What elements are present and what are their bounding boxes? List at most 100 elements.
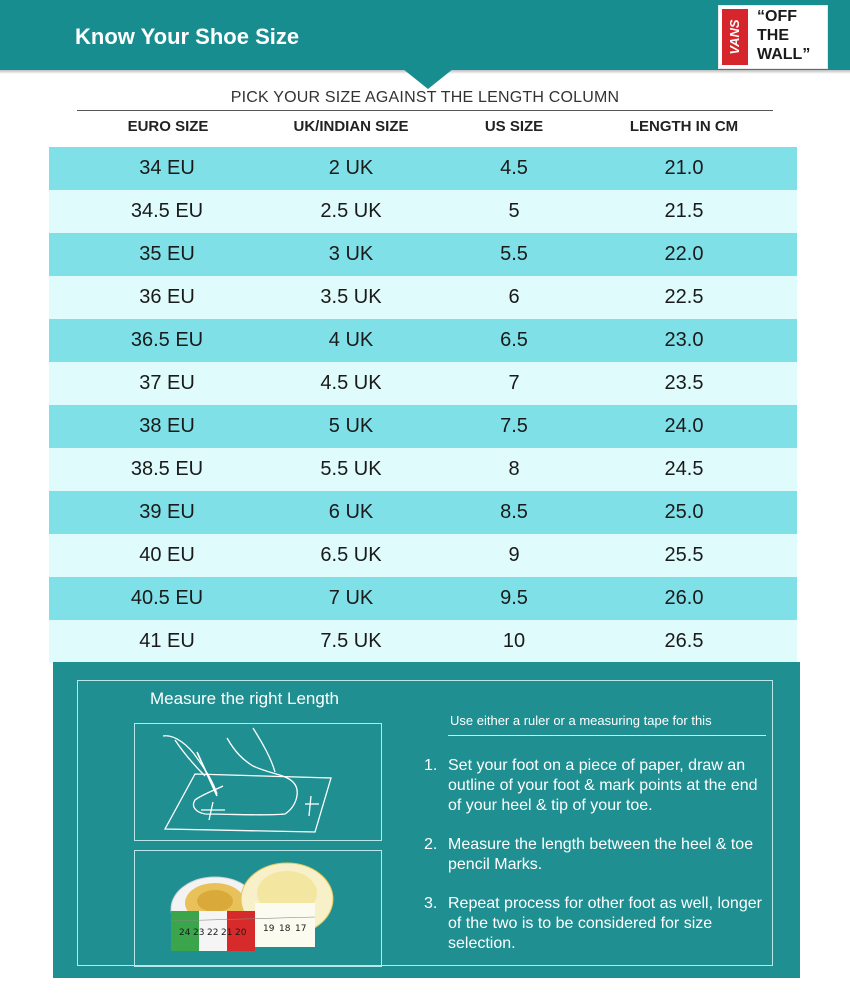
us-size-cell: 6.5 [500,329,528,351]
logo-slogan-line-1: “OFF [757,8,797,25]
logo-red-box: VANS [722,9,748,65]
us-size-cell: 9 [508,544,520,566]
measure-title: Measure the right Length [136,689,354,709]
logo-slogan-line-2: THE [757,27,789,44]
measuring-tape-icon: 24 23 22 21 20 19 18 17 [170,862,334,951]
measuring-tape-illustration: 24 23 22 21 20 19 18 17 [134,850,382,967]
length-cm-cell: 21.0 [664,157,704,179]
euro-size-cell: 35 EU [139,243,195,265]
column-header-us: US SIZE [484,118,544,135]
us-size-cell: 7 [508,372,520,394]
tape-number: 18 [279,924,291,934]
foot-drawing-icon [162,727,332,833]
us-size-cell: 4.5 [500,157,528,179]
table-row: 36.5 EU 4 UK 6.5 23.0 [49,319,797,362]
measure-tip: Use either a ruler or a measuring tape f… [450,713,712,728]
tape-number: 24 [179,928,191,938]
table-row: 38 EU 5 UK 7.5 24.0 [49,405,797,448]
uk-size-cell: 6 UK [328,501,374,523]
length-cm-cell: 24.5 [664,458,704,480]
length-cm-cell: 21.5 [664,200,704,222]
tape-number: 23 [193,928,204,938]
measure-section: Measure the right Length Use either a ru… [53,662,800,978]
uk-size-cell: 4.5 UK [320,372,382,394]
length-cm-cell: 25.0 [664,501,704,523]
header-bar: Know Your Shoe Size [0,0,850,70]
euro-size-cell: 37 EU [139,372,195,394]
table-caption: PICK YOUR SIZE AGAINST THE LENGTH COLUMN [230,89,620,106]
uk-size-cell: 7.5 UK [320,630,382,652]
euro-size-cell: 40 EU [139,544,195,566]
header-notch [403,69,453,89]
step-text: Set your foot on a piece of paper, draw … [448,757,758,814]
tape-number: 20 [235,928,247,938]
table-row: 38.5 EU 5.5 UK 8 24.5 [49,448,797,491]
euro-size-cell: 34.5 EU [130,200,204,222]
step-number: 2. [424,836,438,853]
tape-number: 17 [295,924,306,934]
euro-size-cell: 40.5 EU [130,587,204,609]
table-row: 40 EU 6.5 UK 9 25.5 [49,534,797,577]
step-text: Repeat process for other foot as well, l… [448,895,762,952]
us-size-cell: 10 [502,630,526,652]
table-row: 41 EU 7.5 UK 10 26.5 [49,620,797,663]
tape-number: 21 [221,928,232,938]
logo-brand-text: VANS [727,19,742,55]
us-size-cell: 8.5 [500,501,528,523]
uk-size-cell: 4 UK [328,329,374,351]
table-row: 34.5 EU 2.5 UK 5 21.5 [49,190,797,233]
uk-size-cell: 3.5 UK [320,286,382,308]
logo-slogan-line-3: WALL” [757,46,811,63]
measure-step: 2. Measure the length between the heel &… [424,835,774,875]
uk-size-cell: 5.5 UK [320,458,382,480]
us-size-cell: 6 [508,286,520,308]
length-cm-cell: 26.0 [664,587,704,609]
euro-size-cell: 34 EU [139,157,195,179]
table-row: 39 EU 6 UK 8.5 25.0 [49,491,797,534]
euro-size-cell: 36 EU [139,286,195,308]
measure-steps: 1. Set your foot on a piece of paper, dr… [424,756,774,973]
measure-frame: Measure the right Length Use either a ru… [77,680,773,967]
length-cm-cell: 22.0 [664,243,704,265]
tape-number: 19 [263,924,275,934]
uk-size-cell: 2.5 UK [320,200,382,222]
tape-numbers: 24 23 22 21 20 19 18 17 [179,924,306,938]
length-cm-cell: 22.5 [664,286,704,308]
length-cm-cell: 23.5 [664,372,704,394]
measure-step: 1. Set your foot on a piece of paper, dr… [424,756,774,816]
euro-size-cell: 39 EU [139,501,195,523]
us-size-cell: 9.5 [500,587,528,609]
column-header-euro: EURO SIZE [127,118,209,135]
us-size-cell: 5 [508,200,520,222]
size-table: 34 EU 2 UK 4.5 21.0 34.5 EU 2.5 UK 5 21.5 35 EU 3… [49,147,797,663]
tape-number: 22 [207,928,218,938]
length-cm-cell: 23.0 [664,329,704,351]
step-text: Measure the length between the heel & to… [448,836,754,873]
euro-size-cell: 41 EU [139,630,195,652]
measure-step: 3. Repeat process for other foot as well… [424,894,774,954]
us-size-cell: 8 [508,458,520,480]
caption-divider [77,110,773,111]
step-number: 3. [424,895,438,912]
uk-size-cell: 6.5 UK [320,544,382,566]
step-number: 1. [424,757,438,774]
us-size-cell: 7.5 [500,415,528,437]
brand-logo: VANS “OFF THE WALL” [718,5,828,69]
euro-size-cell: 38 EU [139,415,195,437]
foot-outline-illustration [134,723,382,841]
length-cm-cell: 25.5 [664,544,704,566]
table-row: 37 EU 4.5 UK 7 23.5 [49,362,797,405]
tip-divider [448,735,766,736]
page-title: Know Your Shoe Size [75,24,300,49]
table-row: 35 EU 3 UK 5.5 22.0 [49,233,797,276]
column-header-uk: UK/INDIAN SIZE [293,118,409,135]
table-row: 34 EU 2 UK 4.5 21.0 [49,147,797,190]
uk-size-cell: 5 UK [328,415,374,437]
length-cm-cell: 24.0 [664,415,704,437]
column-header-length: LENGTH IN CM [629,118,739,135]
euro-size-cell: 38.5 EU [130,458,204,480]
euro-size-cell: 36.5 EU [130,329,204,351]
us-size-cell: 5.5 [500,243,528,265]
uk-size-cell: 3 UK [328,243,374,265]
table-row: 36 EU 3.5 UK 6 22.5 [49,276,797,319]
